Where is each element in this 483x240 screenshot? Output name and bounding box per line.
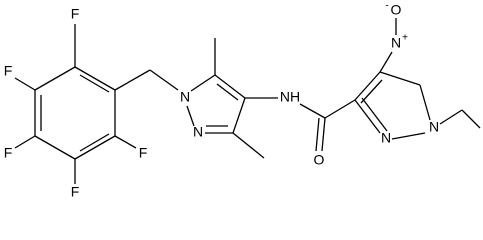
atom-charge: + xyxy=(402,33,408,44)
atom-label: NH xyxy=(280,89,300,105)
atom-label: N xyxy=(381,130,391,146)
atom-labels: F F F F F N N NH O N N N + O - xyxy=(4,1,439,200)
atom-label: N xyxy=(429,119,439,135)
atom-label: N xyxy=(180,89,190,105)
atom-label: N xyxy=(193,124,203,140)
atom-label: F xyxy=(4,63,13,79)
atom-label: O xyxy=(391,2,402,18)
atom-label: O xyxy=(314,152,325,168)
atom-label: F xyxy=(139,145,148,161)
molecule-diagram: F F F F F N N NH O N N N + O - xyxy=(4,1,481,200)
atom-charge: - xyxy=(385,1,388,12)
bonds xyxy=(14,18,481,184)
atom-label: F xyxy=(71,6,80,22)
atom-label: F xyxy=(71,184,80,200)
atom-label: F xyxy=(4,145,13,161)
atom-label: N xyxy=(391,35,401,51)
